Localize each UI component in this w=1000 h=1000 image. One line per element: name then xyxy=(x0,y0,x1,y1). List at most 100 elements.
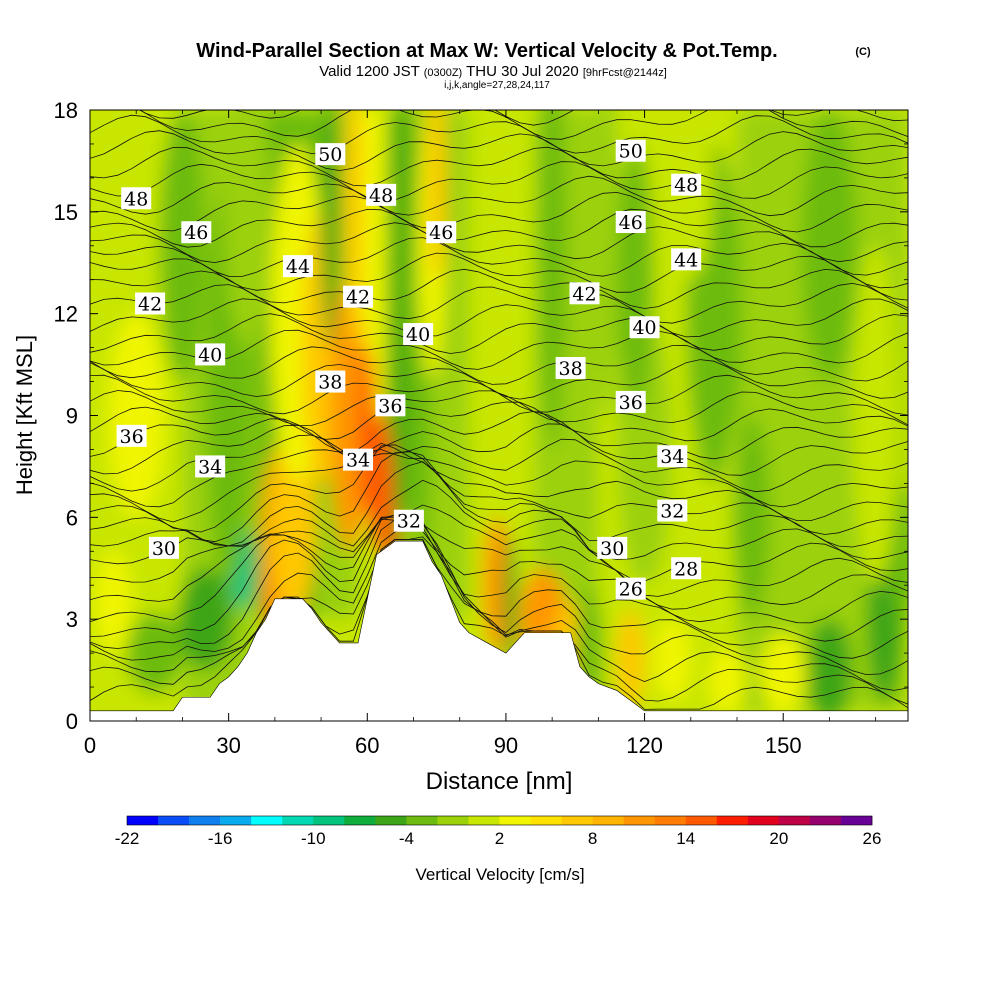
contour-label-box xyxy=(555,356,586,379)
colorbar-tick-label: 26 xyxy=(863,829,882,848)
contour-label-box xyxy=(597,536,628,559)
contour-label-box xyxy=(181,221,212,244)
contour-label: 48 xyxy=(674,175,698,197)
colorbar-swatch xyxy=(189,816,221,825)
isentrope-line xyxy=(90,523,908,676)
x-tick-label: 90 xyxy=(494,733,518,758)
colorbar-swatch xyxy=(561,816,593,825)
isentrope-line xyxy=(90,208,908,248)
velocity-cell xyxy=(732,415,770,620)
isentrope-line xyxy=(90,359,908,400)
subtitle-date: THU 30 Jul 2020 xyxy=(466,63,579,80)
contour-label: 40 xyxy=(198,344,222,366)
contour-label-box xyxy=(615,139,646,162)
velocity-cell xyxy=(427,110,446,280)
x-axis-label: Distance [nm] xyxy=(426,768,573,795)
velocity-cell xyxy=(321,110,340,348)
isentrope-line xyxy=(90,539,908,705)
contour-labels: 48 46 44 42 40 38 36 34 30 50 48 46 42 40 36 34 32 50 48 46… xyxy=(116,139,702,601)
colorbar-swatch xyxy=(127,816,159,825)
contour-label-box xyxy=(426,221,457,244)
velocity-cell xyxy=(801,110,858,382)
y-axis-label: Height [Kft MSL] xyxy=(12,335,37,495)
velocity-cell xyxy=(108,313,164,518)
y-tick-label: 12 xyxy=(54,302,78,327)
isentrope-line xyxy=(90,461,908,560)
contour-label: 46 xyxy=(429,222,453,244)
contour-label-box xyxy=(121,187,152,210)
colorbar-swatch xyxy=(530,816,562,825)
contour-label: 28 xyxy=(674,558,698,580)
contour-label-box xyxy=(343,448,374,471)
isentrope-line xyxy=(90,514,908,642)
colorbar-swatch xyxy=(344,816,376,825)
contour-label-box xyxy=(195,455,226,478)
velocity-cell xyxy=(126,612,183,694)
x-tick-label: 60 xyxy=(355,733,379,758)
contour-label: 38 xyxy=(318,372,342,394)
colorbar-label: Vertical Velocity [cm/s] xyxy=(415,865,584,884)
isentrope-line xyxy=(90,282,908,324)
colorbar-swatch xyxy=(654,816,687,825)
contour-label-box xyxy=(315,370,346,393)
contour-label: 30 xyxy=(600,538,624,560)
contour-label-box xyxy=(116,424,147,447)
colorbar-frame xyxy=(126,815,873,826)
velocity-cell xyxy=(616,608,645,711)
contour-label: 30 xyxy=(152,538,176,560)
isentrope-line xyxy=(90,268,908,309)
contour-label: 34 xyxy=(660,446,684,468)
isentrope-line xyxy=(90,222,908,264)
isentrope-line xyxy=(90,298,908,338)
isentrope-line xyxy=(90,161,908,202)
isentrope-line xyxy=(90,252,908,293)
contour-label-box xyxy=(366,183,397,206)
contour-label-box xyxy=(615,577,646,600)
colorbar-swatch xyxy=(158,816,190,825)
contour-label: 48 xyxy=(124,188,148,210)
contour-label: 42 xyxy=(346,287,370,309)
vertical-velocity-field xyxy=(90,110,908,721)
contour-label: 46 xyxy=(619,212,643,234)
contour-label: 50 xyxy=(318,144,342,166)
contour-label-box xyxy=(671,557,702,580)
contour-label-box xyxy=(615,390,646,413)
y-tick-label: 15 xyxy=(54,200,78,225)
contour-label: 26 xyxy=(619,579,643,601)
chart-title: Wind-Parallel Section at Max W: Vertical… xyxy=(196,40,777,62)
contour-label-box xyxy=(135,292,166,315)
colorbar-swatch xyxy=(747,816,780,825)
colorbar-swatch xyxy=(778,816,811,825)
isentrope-line xyxy=(90,114,908,155)
contour-label: 36 xyxy=(378,395,402,417)
colorbar-tick-label: 14 xyxy=(676,829,695,848)
contour-label: 48 xyxy=(369,185,393,207)
contour-label-box xyxy=(671,248,702,271)
velocity-cell xyxy=(783,483,830,620)
contour-label-box xyxy=(657,445,688,468)
y-tick-label: 9 xyxy=(66,404,78,429)
velocity-cell xyxy=(330,279,368,552)
colorbar-swatch xyxy=(282,816,314,825)
isentrope-line xyxy=(90,411,908,460)
y-tick-label: 0 xyxy=(66,709,78,734)
contour-label: 32 xyxy=(397,511,421,533)
colorbar-swatch xyxy=(406,816,438,825)
x-tick-label: 30 xyxy=(216,733,240,758)
isentrope-line xyxy=(90,344,908,385)
colorbar-swatch xyxy=(840,816,873,825)
contour-label-box xyxy=(403,323,434,346)
velocity-cell xyxy=(653,619,691,701)
isentrope-line xyxy=(90,434,908,493)
isentrope-line xyxy=(138,110,908,140)
isentrope-line xyxy=(90,130,908,172)
contour-label: 36 xyxy=(119,426,143,448)
contour-label-box xyxy=(375,394,406,417)
velocity-cell xyxy=(224,110,271,348)
colorbar-tick-label: -10 xyxy=(301,829,326,848)
isentrope-line xyxy=(90,237,908,277)
colorbar-swatch xyxy=(437,816,469,825)
velocity-cell xyxy=(94,551,132,654)
x-tick-label: 120 xyxy=(626,733,663,758)
